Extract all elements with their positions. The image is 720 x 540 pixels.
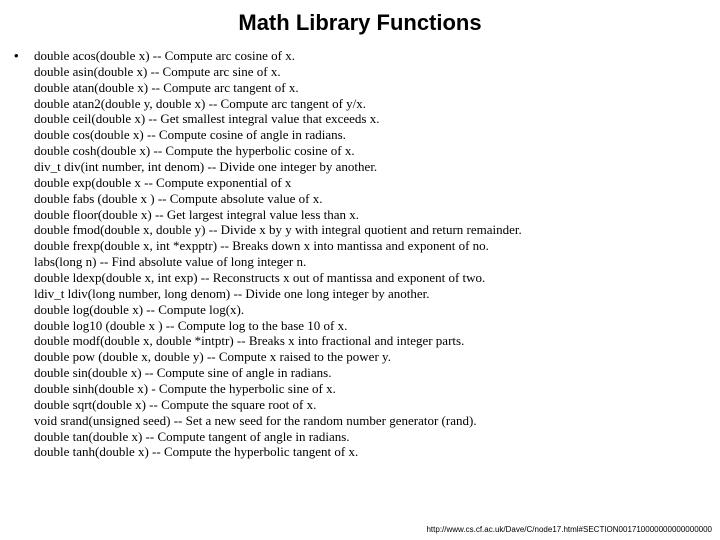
function-list: double acos(double x) -- Compute arc cos… bbox=[34, 48, 710, 460]
function-line: double fabs (double x ) -- Compute absol… bbox=[34, 191, 710, 207]
function-line: double log10 (double x ) -- Compute log … bbox=[34, 318, 710, 334]
function-line: double floor(double x) -- Get largest in… bbox=[34, 207, 710, 223]
source-url: http://www.cs.cf.ac.uk/Dave/C/node17.htm… bbox=[426, 525, 712, 534]
function-line: double cos(double x) -- Compute cosine o… bbox=[34, 127, 710, 143]
function-line: double ceil(double x) -- Get smallest in… bbox=[34, 111, 710, 127]
function-line: double ldexp(double x, int exp) -- Recon… bbox=[34, 270, 710, 286]
function-line: double asin(double x) -- Compute arc sin… bbox=[34, 64, 710, 80]
function-line: double atan2(double y, double x) -- Comp… bbox=[34, 96, 710, 112]
function-line: double tan(double x) -- Compute tangent … bbox=[34, 429, 710, 445]
function-line: ldiv_t ldiv(long number, long denom) -- … bbox=[34, 286, 710, 302]
function-line: double modf(double x, double *intptr) --… bbox=[34, 333, 710, 349]
function-line: div_t div(int number, int denom) -- Divi… bbox=[34, 159, 710, 175]
function-line: double sqrt(double x) -- Compute the squ… bbox=[34, 397, 710, 413]
function-line: double tanh(double x) -- Compute the hyp… bbox=[34, 444, 710, 460]
function-line: void srand(unsigned seed) -- Set a new s… bbox=[34, 413, 710, 429]
function-line: double log(double x) -- Compute log(x). bbox=[34, 302, 710, 318]
bullet-glyph: • bbox=[14, 48, 34, 64]
slide: Math Library Functions • double acos(dou… bbox=[0, 0, 720, 540]
function-line: double sin(double x) -- Compute sine of … bbox=[34, 365, 710, 381]
function-line: double acos(double x) -- Compute arc cos… bbox=[34, 48, 710, 64]
function-line: double atan(double x) -- Compute arc tan… bbox=[34, 80, 710, 96]
function-line: double frexp(double x, int *expptr) -- B… bbox=[34, 238, 710, 254]
slide-title: Math Library Functions bbox=[0, 0, 720, 36]
function-line: labs(long n) -- Find absolute value of l… bbox=[34, 254, 710, 270]
bullet-row: • double acos(double x) -- Compute arc c… bbox=[14, 48, 710, 460]
function-line: double pow (double x, double y) -- Compu… bbox=[34, 349, 710, 365]
function-line: double fmod(double x, double y) -- Divid… bbox=[34, 222, 710, 238]
content-area: • double acos(double x) -- Compute arc c… bbox=[14, 48, 710, 460]
function-line: double sinh(double x) - Compute the hype… bbox=[34, 381, 710, 397]
function-line: double exp(double x -- Compute exponenti… bbox=[34, 175, 710, 191]
function-line: double cosh(double x) -- Compute the hyp… bbox=[34, 143, 710, 159]
